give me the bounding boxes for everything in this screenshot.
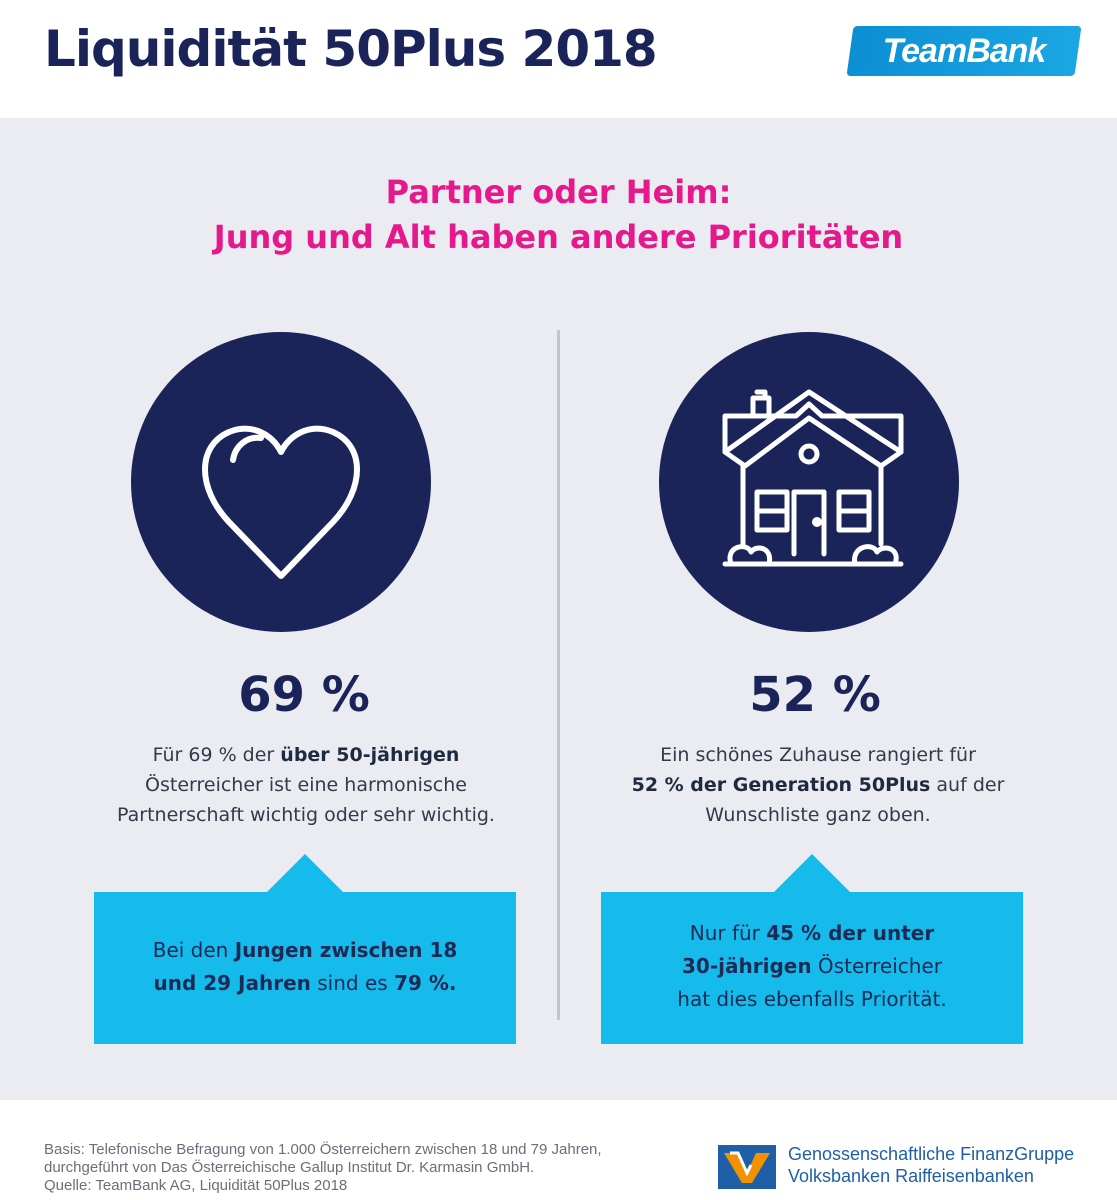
source-note-line-1: Basis: Telefonische Befragung von 1.000 … (44, 1141, 602, 1158)
right-description: Ein schönes Zuhause rangiert für 52 % de… (578, 740, 1058, 830)
left-description: Für 69 % der über 50-jährigen Österreich… (66, 740, 546, 830)
right-desc-line-3: Wunschliste ganz oben. (705, 804, 931, 826)
right-desc-line-1: Ein schönes Zuhause rangiert für (660, 744, 976, 766)
page-title: Liquidität 50Plus 2018 (44, 20, 658, 78)
heart-circle (131, 332, 431, 632)
source-note-line-3: Quelle: TeamBank AG, Liquidität 50Plus 2… (44, 1177, 348, 1194)
left-callout-box: Bei den Jungen zwischen 18 und 29 Jahren… (94, 854, 516, 1044)
subtitle-line-1: Partner oder Heim: (385, 173, 732, 211)
header: Liquidität 50Plus 2018 TeamBank (0, 0, 1117, 118)
section-subtitle: Partner oder Heim: Jung und Alt haben an… (0, 170, 1117, 260)
house-circle (659, 332, 959, 632)
partner-line-1: Genossenschaftliche FinanzGruppe (788, 1144, 1075, 1164)
source-note: Basis: Telefonische Befragung von 1.000 … (44, 1141, 684, 1195)
teambank-logo-text: TeamBank (882, 32, 1046, 70)
left-desc-line-2: Österreicher ist eine harmonische (145, 774, 467, 796)
right-desc-line-2: 52 % der Generation 50Plus auf der (631, 774, 1005, 796)
teambank-logo: TeamBank (846, 26, 1082, 76)
partner-group-name: Genossenschaftliche FinanzGruppe Volksba… (788, 1143, 1074, 1187)
left-desc-line-1: Für 69 % der über 50-jährigen (152, 744, 460, 766)
column-divider (557, 330, 560, 1020)
partner-line-2: Volksbanken Raiffeisenbanken (788, 1166, 1034, 1186)
left-percentage: 69 % (238, 667, 370, 723)
right-callout-box: Nur für 45 % der unter 30-jährigen Öster… (601, 854, 1023, 1044)
left-desc-line-3: Partnerschaft wichtig oder sehr wichtig. (117, 804, 495, 826)
left-box-line-2: und 29 Jahren sind es 79 %. (153, 971, 457, 995)
source-note-line-2: durchgeführt von Das Österreichische Gal… (44, 1159, 535, 1176)
house-icon (722, 389, 904, 567)
heart-icon (202, 425, 360, 579)
volksbank-raiffeisen-logo-icon (718, 1145, 776, 1189)
left-box-line-1: Bei den Jungen zwischen 18 (152, 938, 458, 962)
right-percentage: 52 % (749, 667, 881, 723)
right-box-line-1: Nur für 45 % der unter (689, 921, 935, 945)
right-box-line-2: 30-jährigen Österreicher (682, 954, 942, 978)
right-box-line-3: hat dies ebenfalls Priorität. (677, 987, 947, 1011)
subtitle-line-2: Jung und Alt haben andere Prioritäten (213, 218, 904, 256)
